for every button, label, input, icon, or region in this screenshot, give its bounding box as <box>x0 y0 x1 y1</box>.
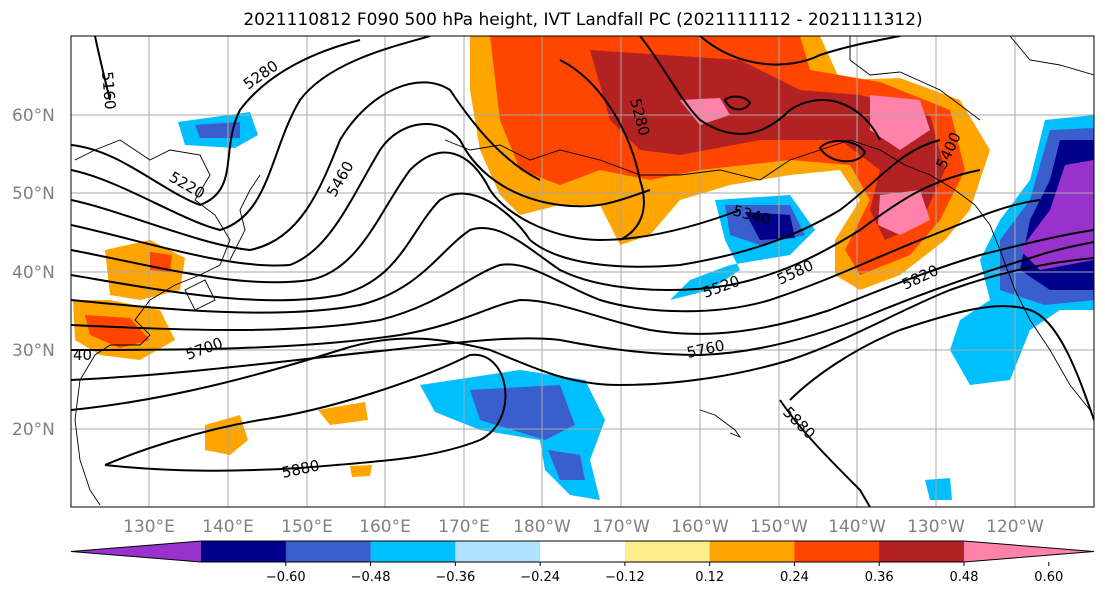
colorbar-segment <box>370 541 456 562</box>
contour-5460 <box>71 151 741 284</box>
contour-5580 <box>71 169 981 314</box>
ivt-sub-orange-2 <box>318 402 368 425</box>
ivt-westpac-red <box>85 315 150 348</box>
ivt-neg-central-blue-2 <box>548 450 585 480</box>
contour-5400 <box>71 123 651 267</box>
lon-label: 150°E <box>281 517 333 537</box>
contour-5820 <box>71 257 1094 411</box>
colorbar-segment <box>709 541 795 562</box>
contour-label: 5160 <box>98 71 119 111</box>
colorbar-tick-label: 0.48 <box>950 570 979 585</box>
colorbar-extend-max <box>964 541 1094 562</box>
map-area: 5160 5280 5220 5460 5280 5340 5400 5520 … <box>71 36 1094 507</box>
contour-low-closed-1 <box>723 95 752 111</box>
lon-label: 130°W <box>907 517 965 537</box>
contour-5880-west <box>104 353 507 472</box>
height-contours <box>71 36 1094 507</box>
lon-label: 170°E <box>438 517 490 537</box>
colorbar-segment <box>624 541 711 562</box>
ivt-positive-pink-1 <box>870 95 930 150</box>
colorbar-tick-label: −0.36 <box>435 570 475 585</box>
contour-label: 40 <box>73 346 92 364</box>
colorbar-segment <box>455 541 541 562</box>
contour-5340-east <box>639 36 881 141</box>
contour-5640 <box>71 199 1041 331</box>
coastlines <box>74 36 1094 506</box>
figure-title: 2021110812 F090 500 hPa height, IVT Land… <box>243 10 922 30</box>
colorbar: −0.60 −0.48 −0.36 −0.24 −0.12 0.12 0.24 0.36 0.4… <box>70 540 1095 585</box>
ivt-neg-nwus-purple <box>1020 160 1094 270</box>
lon-label: 120°W <box>986 517 1044 537</box>
map-frame <box>70 35 1095 508</box>
contour-5280-east <box>559 59 645 241</box>
colorbar-segment <box>285 541 372 562</box>
ivt-positive-pink-2 <box>878 190 930 235</box>
lat-label: 20°N <box>12 420 55 440</box>
colorbar-tick-label: 0.60 <box>1034 570 1063 585</box>
contour-5160 <box>94 36 111 101</box>
ivt-positive-pink-3 <box>680 98 730 125</box>
ivt-sub-orange-3 <box>350 465 372 477</box>
contour-5520 <box>71 139 941 302</box>
lon-label: 140°W <box>828 517 886 537</box>
ivt-neg-central-blue <box>470 385 575 440</box>
colorbar-tick-label: −0.24 <box>520 570 560 585</box>
ivt-neg-gulf-navy <box>745 212 795 240</box>
contour-5220 <box>71 39 361 207</box>
contour-5700 <box>71 229 1094 351</box>
ivt-neg-small-cyan <box>925 478 952 500</box>
colorbar-tick-label: 0.24 <box>780 570 809 585</box>
colorbar-outline <box>70 540 1095 563</box>
ivt-fill-layer <box>73 36 1094 500</box>
colorbar-tick-label: −0.48 <box>351 570 391 585</box>
colorbar-tick-label: −0.12 <box>605 570 645 585</box>
colorbar-tick-label: 0.12 <box>695 570 724 585</box>
ivt-positive-darkred <box>590 50 945 240</box>
contour-5880-east <box>789 305 1094 421</box>
colorbar-extend-min <box>71 541 201 562</box>
lat-label: 30°N <box>12 341 55 361</box>
contour-5280-west <box>71 36 431 232</box>
lon-label: 160°W <box>671 517 729 537</box>
colorbar-tick-label: −0.60 <box>266 570 306 585</box>
lon-label: 150°W <box>750 517 808 537</box>
colorbar-segment <box>794 541 880 562</box>
contour-5220-east <box>699 36 901 66</box>
colorbar-segment <box>540 541 626 562</box>
lon-label: 130°E <box>123 517 175 537</box>
ivt-neg-kamchatka-blue <box>195 122 240 138</box>
contour-5760 <box>71 241 1094 381</box>
latitude-labels: 60°N 50°N 40°N 30°N 20°N <box>12 106 55 440</box>
lon-label: 160°E <box>359 517 411 537</box>
contour-low-closed-2 <box>818 140 867 163</box>
lon-label: 140°E <box>202 517 254 537</box>
graticule <box>71 36 1094 507</box>
longitude-labels: 130°E 140°E 150°E 160°E 170°E 180°W 170°… <box>123 517 1044 537</box>
lon-label: 180°W <box>513 517 571 537</box>
colorbar-segment <box>879 541 965 562</box>
contour-5880-east-2 <box>779 399 871 507</box>
lon-label: 170°W <box>592 517 650 537</box>
contour-5340-west <box>71 81 541 252</box>
colorbar-tick-label: 0.36 <box>865 570 894 585</box>
colorbar-segment <box>201 541 287 562</box>
lat-label: 60°N <box>12 106 55 126</box>
lat-label: 40°N <box>12 263 55 283</box>
lat-label: 50°N <box>12 184 55 204</box>
